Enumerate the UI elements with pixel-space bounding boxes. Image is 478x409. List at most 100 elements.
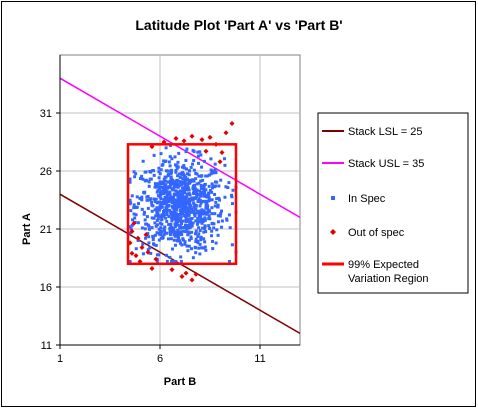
in-spec-point [215, 197, 219, 201]
in-spec-point [155, 212, 159, 216]
in-spec-point [183, 178, 187, 182]
in-spec-point [182, 225, 186, 229]
in-spec-point [194, 190, 198, 194]
in-spec-point [211, 247, 215, 251]
in-spec-point [143, 179, 147, 183]
in-spec-point [217, 196, 221, 200]
in-spec-point [196, 220, 200, 224]
in-spec-point [145, 215, 149, 219]
in-spec-point [196, 154, 200, 158]
in-spec-point [183, 188, 187, 192]
legend-symbol [330, 229, 336, 235]
in-spec-point [165, 189, 169, 193]
in-spec-point [187, 210, 191, 214]
in-spec-point [211, 171, 215, 175]
in-spec-point [164, 200, 168, 204]
in-spec-point [161, 180, 165, 184]
in-spec-point [193, 196, 197, 200]
in-spec-point [204, 200, 208, 204]
in-spec-point [200, 209, 204, 213]
in-spec-point [169, 259, 173, 263]
series-group [60, 77, 300, 335]
in-spec-point [201, 212, 205, 216]
in-spec-point [185, 244, 189, 248]
legend-square-symbol [331, 196, 335, 200]
in-spec-point [155, 259, 159, 263]
in-spec-point [227, 259, 231, 263]
in-spec-point [179, 230, 183, 234]
in-spec-point [200, 221, 204, 225]
in-spec-point [219, 211, 223, 215]
out-of-spec-point [131, 220, 137, 226]
in-spec-point [192, 201, 196, 205]
in-spec-point [208, 188, 212, 192]
in-spec-point [192, 150, 196, 154]
in-spec-point [158, 205, 162, 209]
in-spec-point [158, 200, 162, 204]
in-spec-point [180, 221, 184, 225]
in-spec-point [193, 186, 197, 190]
in-spec-point [214, 171, 218, 175]
in-spec-point [168, 164, 172, 168]
in-spec-point [162, 212, 166, 216]
in-spec-point [150, 203, 154, 207]
in-spec-point [184, 150, 188, 154]
in-spec-point [185, 147, 189, 151]
in-spec-point [192, 179, 196, 183]
in-spec-point [145, 222, 149, 226]
in-spec-point [175, 231, 179, 235]
in-spec-point [128, 177, 132, 181]
legend-label: In Spec [348, 193, 386, 205]
in-spec-point [175, 181, 179, 185]
in-spec-point [128, 198, 132, 202]
in-spec-point [168, 233, 172, 237]
out-of-spec-point [153, 256, 159, 262]
in-spec-point [149, 197, 153, 201]
in-spec-point [154, 243, 158, 247]
in-spec-point [192, 168, 196, 172]
in-spec-point [161, 182, 165, 186]
in-spec-point [167, 192, 171, 196]
in-spec-point [165, 194, 169, 198]
in-spec-point [185, 172, 189, 176]
in-spec-point [157, 227, 161, 231]
in-spec-point [159, 230, 163, 234]
in-spec-point [220, 225, 224, 229]
in-spec-point [166, 180, 170, 184]
in-spec-point [224, 185, 228, 189]
in-spec-point [172, 183, 176, 187]
in-spec-point [163, 225, 167, 229]
in-spec-point [205, 174, 209, 178]
in-spec-point [129, 201, 133, 205]
in-spec-point [202, 230, 206, 234]
in-spec-point [178, 217, 182, 221]
in-spec-point [159, 202, 163, 206]
out-of-spec-point [145, 249, 151, 255]
in-spec-point [177, 193, 181, 197]
in-spec-point [168, 230, 172, 234]
in-spec-point [174, 170, 178, 174]
in-spec-point [152, 197, 156, 201]
in-spec-point [199, 238, 203, 242]
in-spec-point [157, 208, 161, 212]
in-spec-point [162, 198, 166, 202]
in-spec-point [191, 162, 195, 166]
in-spec-point [199, 194, 203, 198]
in-spec-point [195, 222, 199, 226]
out-of-spec-point [189, 277, 195, 283]
out-of-spec-point [189, 133, 195, 139]
in-spec-point [191, 256, 195, 260]
in-spec-point [189, 217, 193, 221]
in-spec-point [179, 200, 183, 204]
in-spec-point [173, 243, 177, 247]
in-spec-point [156, 214, 160, 218]
in-spec-point [140, 195, 144, 199]
in-spec-point [210, 221, 214, 225]
in-spec-point [165, 253, 169, 257]
in-spec-point [155, 231, 159, 235]
in-spec-point [143, 227, 147, 231]
in-spec-point [202, 188, 206, 192]
in-spec-point [181, 177, 185, 181]
in-spec-point [182, 166, 186, 170]
in-spec-point [140, 174, 144, 178]
